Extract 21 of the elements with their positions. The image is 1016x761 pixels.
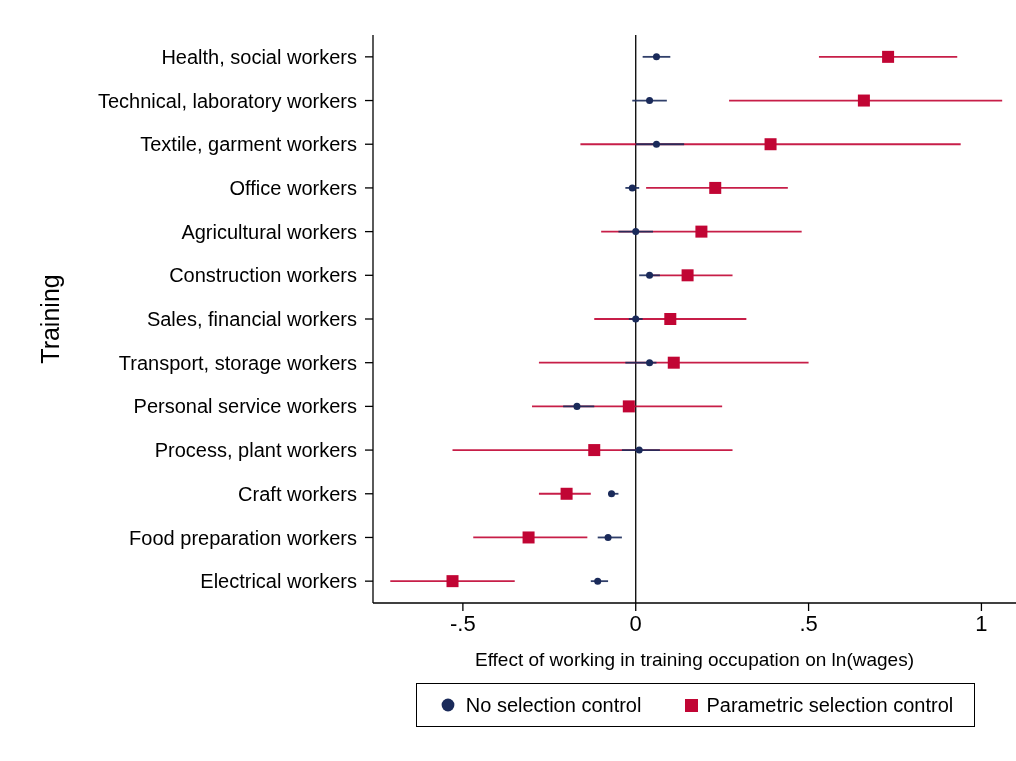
- x-axis-title: Effect of working in training occupation on ln(wages): [474, 649, 915, 670]
- y-tick-label: Agricultural workers: [181, 220, 357, 243]
- y-tick-label: Food preparation workers: [129, 526, 357, 549]
- y-tick-label: Health, social workers: [161, 45, 357, 68]
- x-tick-label: 1: [975, 610, 988, 636]
- x-tick-label: -.5: [450, 610, 476, 636]
- y-tick-label: Craft workers: [238, 482, 357, 505]
- y-tick-label: Technical, laboratory workers: [98, 89, 357, 112]
- legend-label: Parametric selection control: [706, 693, 954, 717]
- y-tick-label: Process, plant workers: [154, 439, 357, 462]
- x-tick-label: 0: [629, 610, 642, 636]
- y-tick-label: Transport, storage workers: [118, 351, 357, 374]
- y-tick-label: Personal service workers: [133, 395, 357, 418]
- y-axis-title: Training: [35, 274, 64, 364]
- x-tick-label: .5: [799, 610, 818, 636]
- y-tick-label: Construction workers: [169, 264, 357, 287]
- y-tick-label: Textile, garment workers: [140, 133, 357, 156]
- y-tick-label: Sales, financial workers: [146, 308, 357, 331]
- y-tick-label: Office workers: [229, 177, 357, 200]
- y-tick-label: Electrical workers: [200, 570, 357, 593]
- legend-label: No selection control: [465, 693, 642, 717]
